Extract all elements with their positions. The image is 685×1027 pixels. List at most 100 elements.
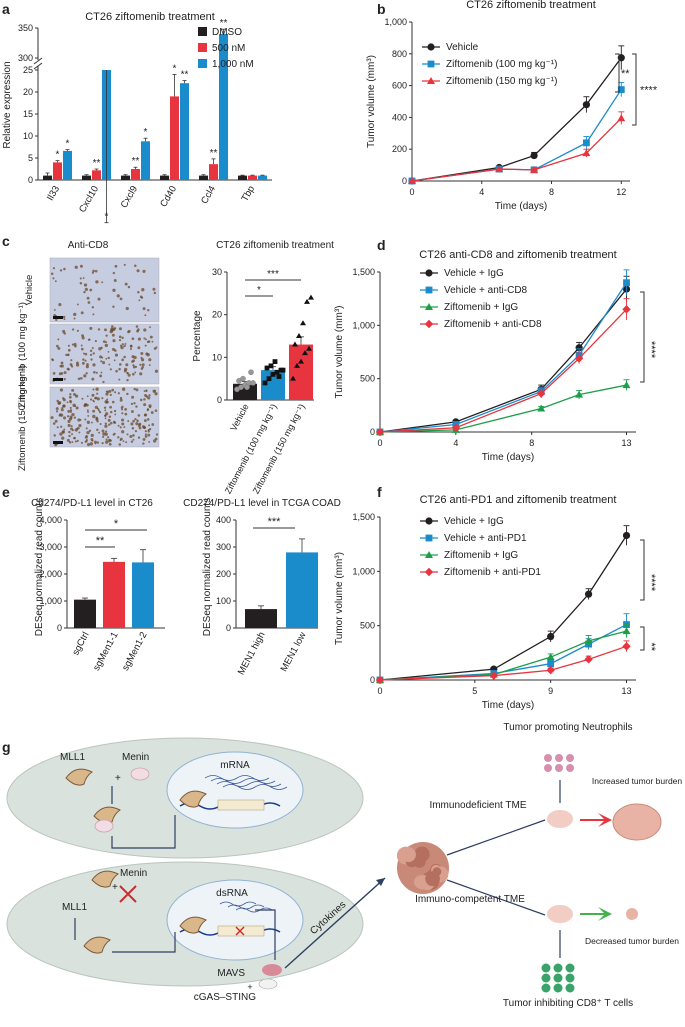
data-point-b bbox=[582, 149, 591, 157]
y-tick-label-a: 0 bbox=[28, 175, 33, 185]
dsrna-strand bbox=[235, 907, 273, 913]
sig-bracket-d bbox=[640, 291, 645, 383]
sig-label-b: ** bbox=[621, 68, 630, 80]
cd8-cell-dot bbox=[105, 440, 109, 444]
cd8-cell-dot bbox=[62, 315, 66, 319]
cd8-cell-dot bbox=[137, 436, 141, 439]
cd8-t-cell bbox=[565, 983, 575, 993]
cd8-cell-dot bbox=[92, 409, 96, 413]
cd8-cell-dot bbox=[55, 344, 59, 348]
nucleus-bottom bbox=[166, 879, 304, 961]
cd8-cell-dot bbox=[76, 439, 79, 442]
cd8-cell-dot bbox=[112, 339, 116, 343]
cd8-cell-dot bbox=[101, 442, 104, 445]
gene-top bbox=[217, 799, 265, 811]
cd8-cell-dot bbox=[100, 371, 103, 374]
arrow-increase bbox=[580, 813, 612, 827]
point-c bbox=[262, 380, 268, 386]
cd8-cell-dot bbox=[67, 348, 71, 352]
cd8-cell-dot bbox=[73, 317, 76, 320]
cd8-cell-dot bbox=[132, 359, 135, 363]
point-c bbox=[302, 350, 308, 356]
cd8-cell-dot bbox=[147, 433, 151, 437]
cd8-cell-dot bbox=[89, 326, 93, 330]
cd8-cell-dot bbox=[96, 397, 100, 401]
cd8-cell-dot bbox=[131, 395, 135, 399]
cd8-cell-dot bbox=[108, 363, 111, 366]
cd8-cell-dot bbox=[101, 397, 104, 400]
sig-bracket-b bbox=[615, 53, 620, 93]
cd8-cell-dot bbox=[143, 337, 146, 340]
legend-label-f: Vehicle + IgG bbox=[444, 516, 504, 527]
data-point-d bbox=[536, 389, 546, 398]
cd8-cell-dot bbox=[63, 377, 66, 381]
cd8-cell-dot bbox=[71, 388, 75, 392]
cd8-cell-dot bbox=[75, 406, 79, 410]
legend-label-b: Vehicle bbox=[446, 42, 479, 53]
cd8-cell-dot bbox=[91, 393, 95, 397]
sig-star-a: ** bbox=[132, 156, 140, 167]
cd8-cell-dot bbox=[85, 427, 88, 430]
data-point-b bbox=[495, 165, 504, 173]
cd8-cell-dot bbox=[90, 438, 94, 441]
cd8-cell-dot bbox=[139, 363, 142, 366]
cd8-cell-dot bbox=[79, 282, 83, 285]
data-point-b bbox=[583, 139, 590, 147]
cd8-cell-dot bbox=[71, 343, 75, 346]
cd8-cell-dot bbox=[105, 412, 109, 416]
cd8-cell-dot bbox=[123, 355, 126, 359]
data-point-f bbox=[546, 653, 555, 661]
cd8-cell-dot bbox=[73, 416, 77, 419]
data-point-b bbox=[530, 165, 539, 173]
bar-a-tbp-0 bbox=[238, 175, 247, 180]
cd8-cell-dot bbox=[141, 288, 145, 292]
y-tick-label-c: 20 bbox=[212, 310, 222, 320]
y-tick-label-f: 500 bbox=[360, 621, 375, 631]
bar-a-cxcl10-0 bbox=[82, 175, 91, 180]
arrow-to-deficient bbox=[446, 819, 546, 856]
point-c bbox=[308, 294, 314, 300]
cd8-cell-dot bbox=[90, 421, 93, 424]
data-point-d bbox=[575, 390, 584, 398]
cd8-cell-dot bbox=[67, 409, 71, 413]
x-tick-label-c: Ziftomenib (150 mg kg⁻¹) bbox=[251, 402, 307, 495]
cd8-cell-dot bbox=[97, 409, 101, 412]
y-tick-label-a: 20 bbox=[23, 87, 33, 97]
sig-star-a: * bbox=[144, 127, 148, 138]
cd8-cell-dot bbox=[86, 430, 90, 435]
cd8-cell-dot bbox=[121, 405, 124, 409]
cd8-cell-dot bbox=[101, 429, 105, 433]
cd8-cell-dot bbox=[127, 285, 131, 289]
cd8-cell-dot bbox=[117, 424, 120, 427]
cd8-cell-dot bbox=[112, 271, 116, 275]
cd8-cell-dot bbox=[134, 371, 137, 374]
arrow-cytokines bbox=[284, 877, 386, 969]
cd8-cell-dot bbox=[95, 280, 99, 284]
bar-e-left-1 bbox=[103, 561, 125, 628]
cd8-cell-dot bbox=[67, 423, 71, 427]
sig-label-f: ** bbox=[645, 643, 657, 652]
x-tick-label-f: 13 bbox=[622, 686, 632, 696]
legend-marker-b bbox=[427, 43, 435, 51]
cd8-cell-dot bbox=[144, 338, 147, 341]
arrow-top-nucleus bbox=[111, 815, 176, 849]
cd8-cell-dot bbox=[76, 303, 79, 306]
cd8-cell-dot bbox=[98, 410, 102, 414]
cd8-cell-dot bbox=[143, 403, 147, 407]
legend-marker-d bbox=[425, 269, 433, 277]
y-axis-label-d: Tumor volume (mm³) bbox=[334, 306, 345, 399]
cd8-cell-dot bbox=[139, 372, 143, 376]
data-point-b bbox=[530, 151, 538, 160]
cd8-cell-dot bbox=[108, 389, 112, 393]
cd8-cell-dot bbox=[109, 421, 113, 425]
cd8-cell-dot bbox=[88, 429, 92, 433]
panel-f-title: CT26 anti-PD1 and ziftomenib treatment bbox=[420, 494, 617, 506]
cd8-cell-dot bbox=[106, 398, 109, 401]
cd8-cell-dot bbox=[107, 436, 110, 439]
bar-a-ccl4-1 bbox=[209, 164, 218, 180]
cd8-cell-dot bbox=[114, 353, 118, 357]
tumor-cell bbox=[425, 871, 440, 887]
mll1-label-top: MLL1 bbox=[60, 752, 85, 763]
cd8-cell-dot bbox=[52, 422, 56, 425]
x-tick-label-e: sgMen1-1 bbox=[91, 630, 121, 672]
